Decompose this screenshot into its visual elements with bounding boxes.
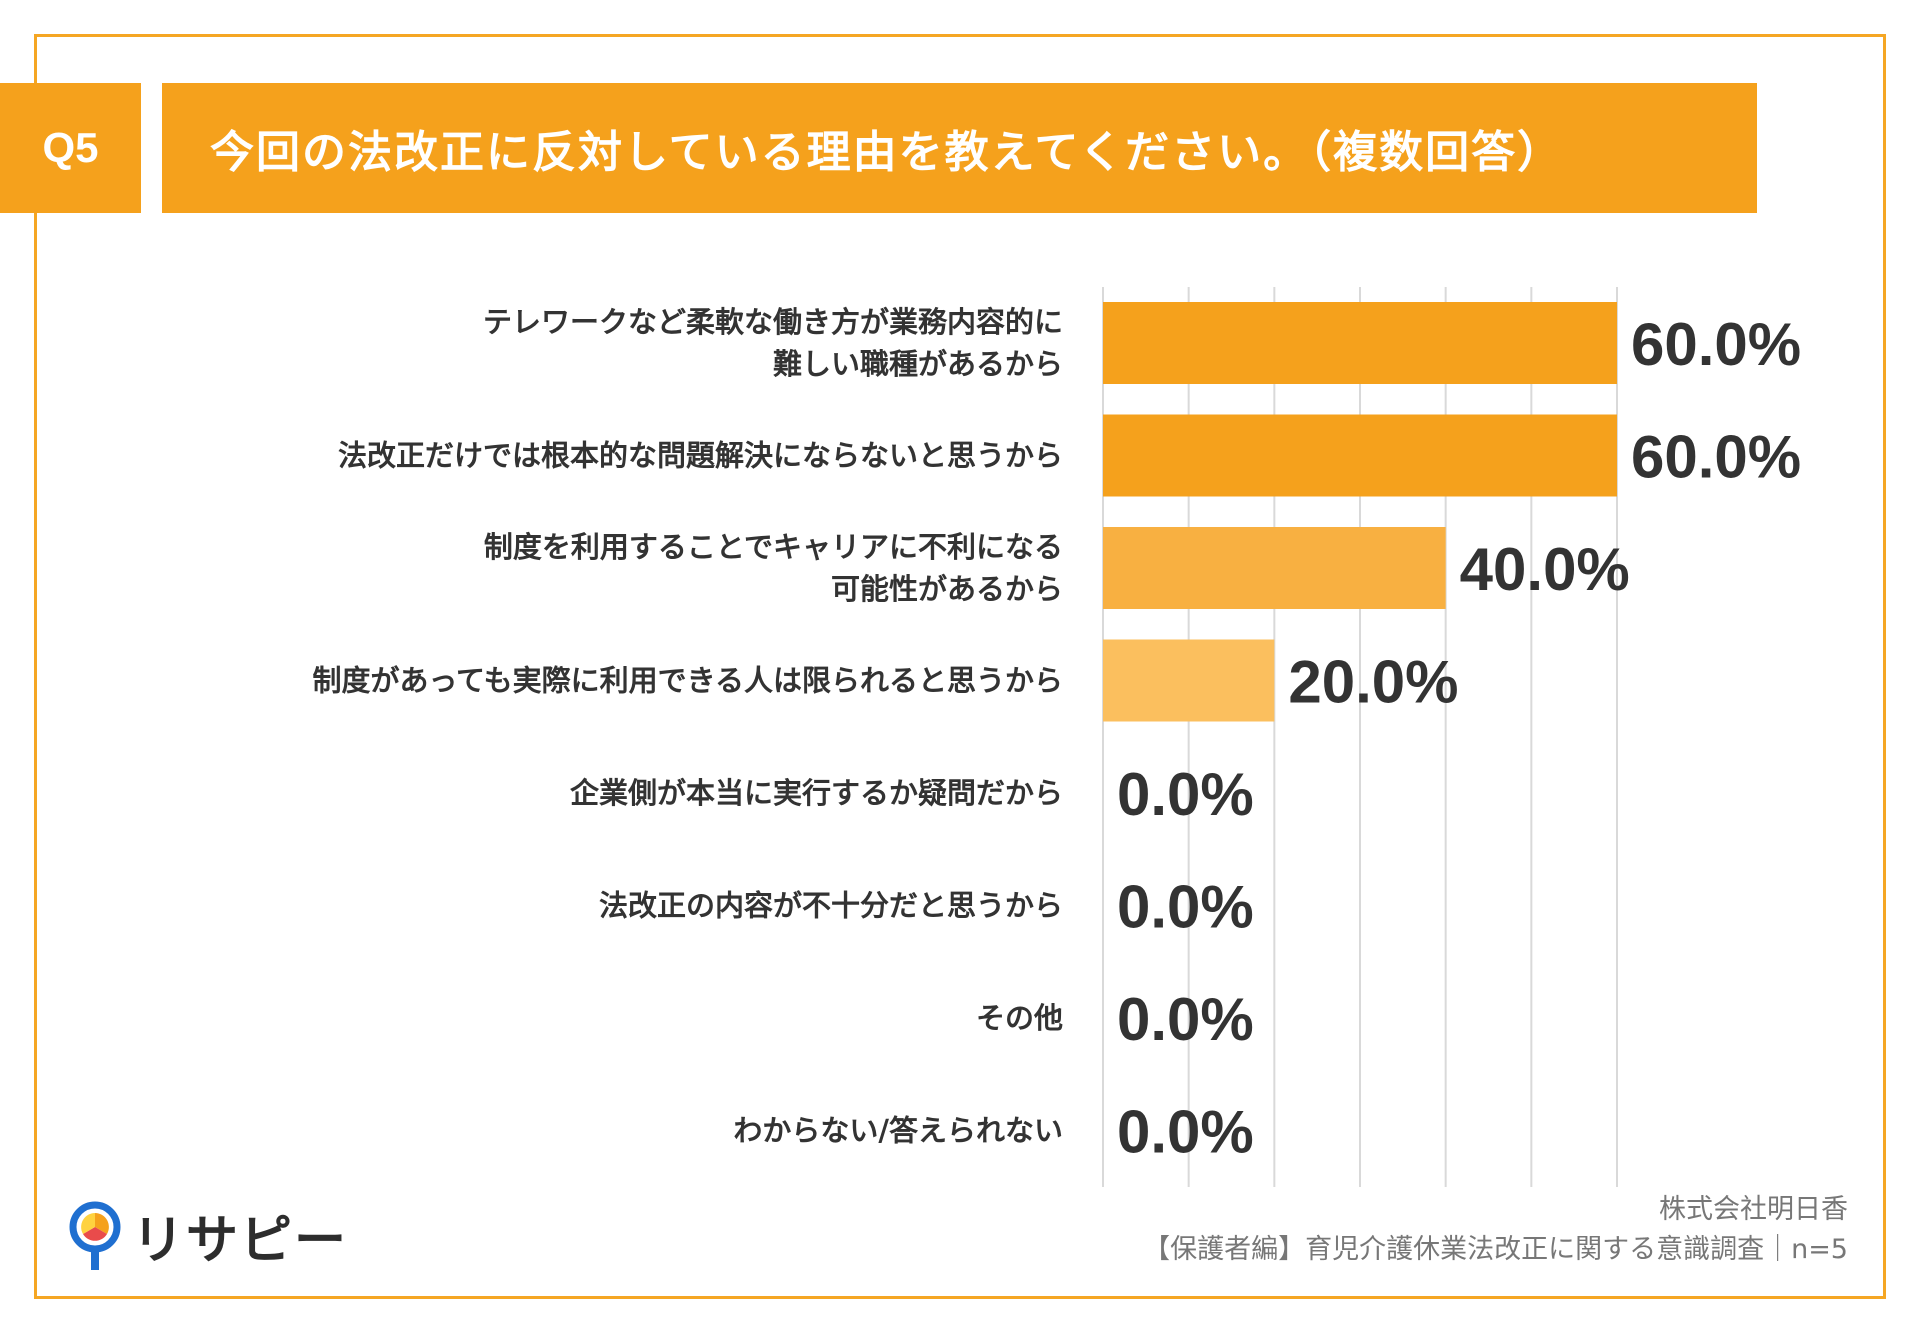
category-label: 可能性があるから (831, 572, 1063, 606)
bar (1103, 527, 1446, 609)
value-label: 20.0% (1288, 649, 1458, 716)
value-label: 60.0% (1631, 311, 1801, 378)
value-label: 0.0% (1117, 1099, 1254, 1166)
value-label: 0.0% (1117, 874, 1254, 941)
value-label: 0.0% (1117, 986, 1254, 1053)
category-label: その他 (976, 1001, 1063, 1035)
logo-text: リサピー (132, 1211, 349, 1271)
question-number-badge: Q5 (0, 83, 141, 213)
bar (1103, 639, 1275, 722)
chart-title: 今回の法改正に反対している理由を教えてください。（複数回答） (210, 127, 1564, 178)
category-label: 難しい職種があるから (773, 347, 1063, 381)
footer-survey: 【保護者編】育児介護休業法改正に関する意識調査｜n=5 (1143, 1234, 1848, 1265)
value-label: 40.0% (1460, 536, 1630, 603)
footer: 株式会社明日香 【保護者編】育児介護休業法改正に関する意識調査｜n=5 (1143, 1190, 1848, 1270)
category-label: 企業側が本当に実行するか疑問だから (570, 776, 1063, 810)
category-label: 法改正だけでは根本的な問題解決にならないと思うから (338, 439, 1063, 473)
bar (1103, 302, 1617, 384)
category-label: 制度があっても実際に利用できる人は限られると思うから (312, 664, 1063, 698)
question-number: Q5 (42, 124, 99, 171)
value-label: 60.0% (1631, 424, 1801, 491)
chart-frame (34, 34, 1886, 1299)
category-label: 法改正の内容が不十分だと思うから (599, 889, 1063, 923)
bar (1103, 414, 1617, 497)
footer-company: 株式会社明日香 (1659, 1194, 1848, 1225)
logo: リサピー (68, 1198, 348, 1273)
risapy-pin-logo-icon (69, 1201, 121, 1270)
category-label: 制度を利用することでキャリアに不利になる (484, 530, 1063, 564)
category-label: わからない/答えられない (733, 1114, 1063, 1148)
title-banner: 今回の法改正に反対している理由を教えてください。（複数回答） (162, 83, 1757, 213)
value-label: 0.0% (1117, 761, 1254, 828)
category-label: テレワークなど柔軟な働き方が業務内容的に (483, 305, 1063, 339)
